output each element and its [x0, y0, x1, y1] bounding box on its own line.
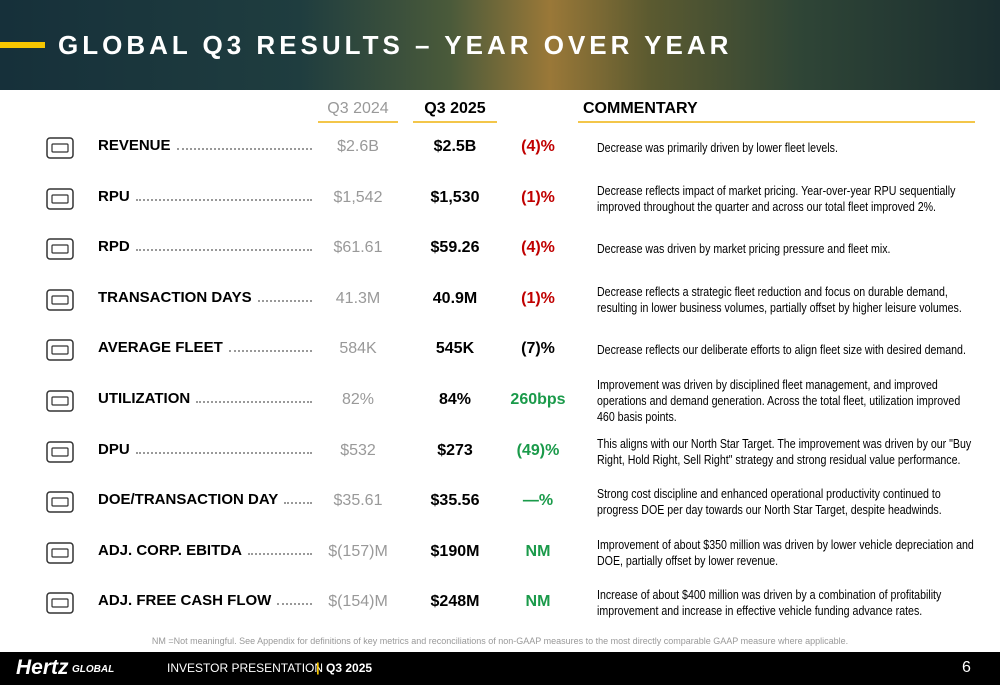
header-image: [0, 0, 1000, 90]
leader: [135, 249, 312, 252]
commentary: Strong cost discipline and enhanced oper…: [597, 487, 942, 518]
label-text: ADJ. FREE CASH FLOW: [98, 592, 272, 610]
logo: Hertz: [16, 656, 69, 679]
row-icon: [46, 592, 74, 615]
commentary: Decrease reflects a strategic fleet redu…: [597, 284, 962, 315]
change-value: NM: [525, 542, 551, 560]
prior-value: 41.3M: [335, 289, 381, 307]
leader: [176, 148, 312, 150]
commentary: Improvement of about $350 million was dr…: [597, 537, 974, 568]
row-icon: [46, 542, 74, 564]
current-value: $1,530: [430, 188, 480, 206]
label-text: ADJ. CORP. EBITDA: [98, 541, 242, 559]
current-value: $190M: [430, 542, 480, 560]
commentary: Decrease was driven by market pricing pr…: [597, 242, 891, 257]
row-label: DPU: [98, 441, 312, 458]
row-label: REVENUE: [98, 137, 312, 154]
prior-value: $61.61: [333, 239, 383, 257]
underline: [318, 121, 398, 123]
change-value: (7)%: [521, 340, 555, 358]
page-number: 6: [962, 659, 971, 676]
row-label: UTILIZATION: [98, 390, 312, 407]
label-text: UTILIZATION: [98, 390, 191, 407]
title: GLOBAL Q3 RESULTS – YEAR OVER YEAR: [58, 30, 733, 60]
footer: Hertz GLOBAL INVESTOR PRESENTATION | Q3 …: [0, 652, 1000, 685]
label-text: RPU: [98, 187, 130, 205]
row-icon: [46, 187, 74, 210]
prior-value: $35.61: [333, 492, 383, 510]
commentary: Decrease reflects impact of market prici…: [597, 183, 956, 214]
change-value: (4)%: [521, 138, 555, 155]
label-text: REVENUE: [98, 137, 171, 154]
change-value: (49)%: [516, 441, 560, 459]
label-text: RPD: [98, 238, 130, 256]
column-header: Q3 2024: [327, 100, 389, 117]
row-icon: [46, 238, 74, 260]
row-label: ADJ. CORP. EBITDA: [98, 542, 312, 559]
change-value: —%: [522, 492, 554, 510]
leader: [196, 401, 312, 403]
row-icon: [46, 137, 74, 159]
current-value: $2.5B: [433, 138, 477, 155]
commentary: Improvement was driven by disciplined fl…: [597, 378, 961, 424]
leader: [247, 552, 312, 555]
change-value: (4)%: [521, 239, 555, 257]
prior-value: 82%: [341, 391, 375, 408]
column-header: COMMENTARY: [583, 100, 698, 117]
current-value: $35.56: [430, 492, 480, 510]
row-label: ADJ. FREE CASH FLOW: [98, 592, 312, 609]
prior-value: $(154)M: [328, 593, 388, 611]
leader: [135, 451, 312, 454]
change-value: (1)%: [521, 188, 555, 206]
row-label: AVERAGE FLEET: [98, 339, 312, 356]
label-text: DPU: [98, 440, 130, 458]
row-icon: [46, 440, 74, 463]
row-label: TRANSACTION DAYS: [98, 289, 312, 306]
period: Q3 2025: [326, 661, 373, 675]
prior-value: 584K: [339, 340, 377, 358]
leader: [228, 350, 312, 353]
leader: [135, 198, 312, 201]
label-text: AVERAGE FLEET: [98, 339, 223, 357]
label-text: DOE/TRANSACTION DAY: [98, 491, 279, 509]
row-label: DOE/TRANSACTION DAY: [98, 491, 312, 508]
row-icon: [46, 491, 74, 513]
accent-bar: [0, 42, 45, 48]
row-icon: [46, 289, 74, 311]
prior-value: $532: [340, 441, 376, 459]
separator: |: [316, 660, 320, 675]
current-value: $248M: [430, 593, 480, 611]
row-label: RPD: [98, 238, 312, 255]
prior-value: $1,542: [333, 188, 383, 206]
change-value: (1)%: [521, 289, 555, 307]
current-value: $273: [437, 441, 473, 459]
logo-suffix: GLOBAL: [72, 664, 115, 675]
current-value: 545K: [435, 340, 475, 358]
leader: [277, 603, 312, 606]
change-value: NM: [525, 593, 551, 611]
commentary: Decrease reflects our deliberate efforts…: [597, 343, 966, 358]
row-label: RPU: [98, 188, 312, 205]
commentary: This aligns with our North Star Target. …: [597, 436, 972, 467]
column-header: Q3 2025: [424, 100, 486, 117]
footnote: NM =Not meaningful. See Appendix for def…: [151, 636, 849, 646]
underline: [413, 121, 497, 123]
row-icon: [46, 339, 74, 362]
current-value: 84%: [438, 391, 472, 408]
current-value: 40.9M: [432, 289, 478, 307]
prior-value: $2.6B: [337, 138, 379, 155]
label-text: TRANSACTION DAYS: [98, 288, 252, 306]
commentary: Decrease was primarily driven by lower f…: [597, 141, 838, 155]
row-icon: [46, 390, 74, 412]
underline: [578, 121, 975, 123]
presentation-name: INVESTOR PRESENTATION: [167, 661, 324, 675]
commentary: Increase of about $400 million was drive…: [597, 588, 942, 619]
leader: [284, 502, 312, 505]
current-value: $59.26: [430, 239, 480, 257]
leader: [257, 299, 312, 302]
prior-value: $(157)M: [328, 542, 388, 560]
change-value: 260bps: [510, 391, 566, 408]
